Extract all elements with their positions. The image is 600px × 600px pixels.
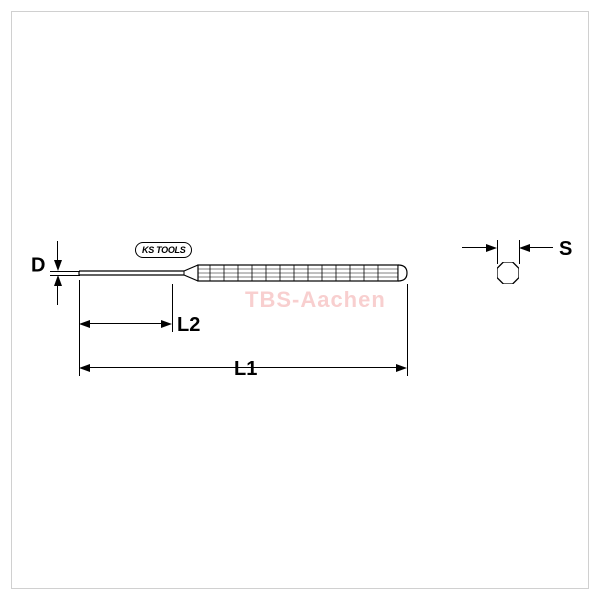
dim-d-lower-tail: [57, 286, 58, 305]
dim-label-s: S: [559, 238, 572, 261]
dim-l1-head-left: [79, 364, 90, 372]
dim-s-left-head: [486, 244, 497, 252]
dim-l2-head-right: [161, 320, 172, 328]
dim-s-ext-left: [497, 240, 498, 264]
dim-l1-head-right: [396, 364, 407, 372]
dim-label-d: D: [31, 255, 45, 278]
dim-l2-ext-right: [172, 284, 173, 332]
tool-drawing: [0, 0, 600, 600]
dim-d-upper-tail: [57, 241, 58, 260]
dim-l2-head-left: [79, 320, 90, 328]
cross-section-octagon: [497, 262, 519, 284]
dim-s-right-tail: [530, 247, 553, 248]
dim-s-left-tail: [462, 247, 486, 248]
dim-l2-line: [90, 323, 161, 324]
dim-label-l1: L1: [234, 358, 257, 381]
dim-label-l2: L2: [177, 314, 200, 337]
dim-d-ext-upper: [50, 271, 80, 272]
dim-d-lower-head: [54, 275, 62, 286]
dim-s-right-head: [519, 244, 530, 252]
dim-l1-line: [90, 367, 396, 368]
dim-d-upper-head: [54, 260, 62, 271]
dim-l1-ext-right: [407, 284, 408, 376]
